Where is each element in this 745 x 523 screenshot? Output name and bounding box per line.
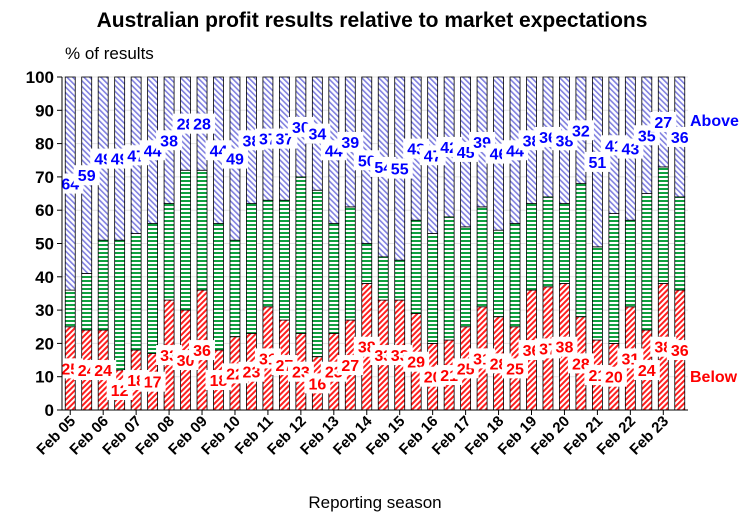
- bar-inline: [410, 219, 422, 314]
- bar-inline: [262, 199, 274, 308]
- data-label-box: [304, 123, 331, 144]
- y-tick-label: 40: [35, 268, 54, 287]
- bar-inline: [361, 243, 373, 284]
- x-axis-label: Reporting season: [308, 493, 441, 512]
- data-label: 20: [605, 370, 623, 387]
- data-label: 24: [638, 363, 656, 380]
- bar-inline: [213, 223, 224, 351]
- bar-inline: [196, 169, 208, 291]
- bar-inline: [147, 223, 159, 354]
- y-tick-label: 80: [35, 135, 54, 154]
- data-label: 23: [243, 365, 261, 382]
- data-label: 34: [308, 127, 326, 144]
- data-label: 28: [193, 117, 211, 134]
- legend-above: Above: [690, 113, 739, 130]
- bar-inline: [278, 199, 290, 321]
- y-tick-label: 70: [35, 168, 54, 187]
- bar-inline: [427, 233, 439, 344]
- data-label: 36: [671, 343, 689, 360]
- data-label: 38: [160, 133, 178, 150]
- bar-inline: [493, 229, 504, 318]
- bar-inline: [97, 239, 109, 331]
- bar-inline: [311, 189, 323, 358]
- bar-inline: [460, 226, 472, 328]
- bar-inline: [608, 213, 620, 344]
- bar-inline: [674, 196, 686, 291]
- data-label-box: [139, 371, 166, 392]
- y-tick-label: 10: [35, 368, 54, 387]
- y-tick-label: 20: [35, 334, 54, 353]
- data-label-box: [189, 340, 216, 361]
- bar-inline: [246, 203, 257, 334]
- data-label-box: [567, 120, 594, 141]
- data-label: 49: [226, 152, 244, 169]
- bar-inline: [542, 196, 554, 288]
- bar-inline: [526, 203, 537, 291]
- data-label-box: [633, 360, 660, 381]
- data-label: 38: [556, 340, 574, 357]
- y-tick-label: 30: [35, 301, 54, 320]
- data-label: 39: [341, 135, 359, 152]
- data-label-box: [189, 113, 216, 134]
- data-label: 55: [391, 162, 409, 179]
- bar-inline: [657, 166, 669, 284]
- bar-inline: [641, 193, 653, 331]
- y-tick-label: 50: [35, 235, 54, 254]
- bar-inline: [509, 223, 521, 328]
- bar-inline: [377, 256, 389, 301]
- bar-inline: [114, 239, 126, 371]
- bar-inline: [64, 289, 76, 328]
- data-label-box: [502, 358, 529, 379]
- data-label: 25: [506, 361, 524, 378]
- y-tick-label: 60: [35, 201, 54, 220]
- data-label-box: [551, 336, 578, 357]
- bar-inline: [575, 183, 587, 318]
- chart-title: Australian profit results relative to ma…: [97, 9, 648, 32]
- bar-inline: [624, 219, 636, 308]
- bar-inline: [328, 223, 340, 334]
- bar-inline: [559, 203, 570, 284]
- data-label-box: [600, 366, 627, 387]
- bar-inline: [476, 206, 488, 308]
- data-label: 36: [193, 343, 211, 360]
- data-label-box: [90, 360, 117, 381]
- bar-inline: [591, 246, 603, 341]
- data-label-box: [584, 151, 611, 172]
- data-label-box: [337, 355, 364, 376]
- data-label: 59: [78, 168, 96, 185]
- y-tick-label: 90: [35, 101, 54, 120]
- data-label: 51: [588, 155, 606, 172]
- data-label: 17: [144, 375, 162, 392]
- bar-inline: [81, 273, 93, 331]
- data-label: 27: [341, 358, 359, 375]
- data-label-box: [386, 158, 413, 179]
- data-label-box: [666, 340, 693, 361]
- data-label: 36: [671, 130, 689, 147]
- bar-inline: [130, 233, 142, 351]
- bar-inline: [163, 203, 175, 301]
- y-axis-label: % of results: [65, 44, 154, 63]
- y-tick-label: 100: [26, 68, 54, 87]
- legend-below: Below: [690, 369, 738, 386]
- bar-inline: [344, 206, 356, 321]
- bar-inline: [443, 216, 455, 341]
- bar-inline: [180, 169, 191, 311]
- data-label-box: [156, 130, 183, 151]
- data-label: 32: [572, 123, 590, 140]
- data-label: 35: [638, 128, 656, 145]
- data-label-box: [666, 126, 693, 147]
- data-label-box: [337, 131, 364, 152]
- bar-inline: [295, 176, 307, 334]
- data-label: 43: [621, 142, 639, 159]
- bar-inline: [394, 259, 406, 301]
- data-label-box: [221, 148, 248, 169]
- data-label-box: [73, 165, 100, 186]
- data-label: 24: [94, 363, 112, 380]
- y-tick-label: 0: [45, 401, 54, 420]
- bar-inline: [229, 239, 241, 338]
